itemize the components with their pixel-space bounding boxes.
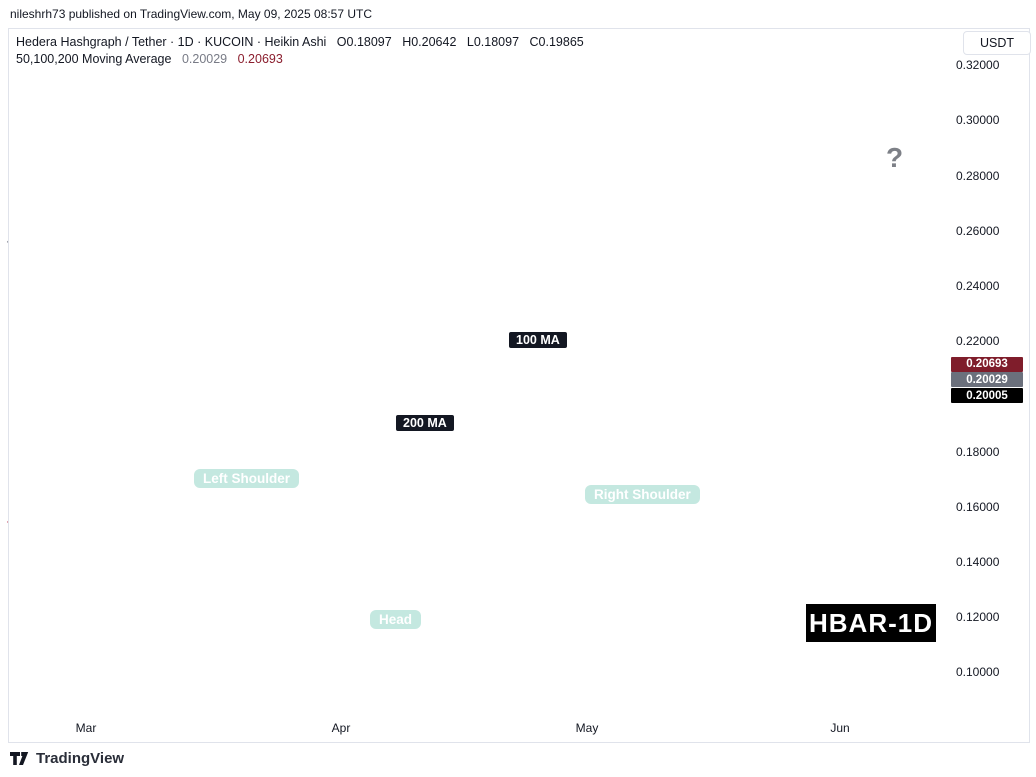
ohlc-high: H0.20642	[402, 35, 457, 49]
ohlc-close: C0.19865	[529, 35, 584, 49]
price-tick-label: 0.18000	[956, 444, 1000, 459]
price-tick-label: 0.24000	[956, 279, 1000, 293]
ohlc-low: L0.18097	[466, 35, 520, 49]
price-tick-label: 0.26000	[956, 223, 1000, 238]
ma200-annotation-badge: 200 MA	[396, 415, 454, 431]
indicator-value-1: 0.20029	[181, 52, 228, 66]
price-tick-label: 0.32000	[956, 58, 1000, 73]
currency-toggle-button[interactable]: USDT	[963, 31, 1031, 55]
attribution-text: nileshrh73 published on TradingView.com,…	[10, 7, 372, 21]
indicator-title[interactable]: 50,100,200 Moving Average	[16, 52, 172, 66]
right-shoulder-label: Right Shoulder	[585, 485, 700, 504]
time-tick-label: Apr	[331, 721, 351, 735]
tradingview-logo-icon	[10, 751, 29, 767]
time-tick-label: Mar	[75, 721, 97, 735]
price-tick-label: 0.16000	[956, 499, 1000, 514]
head-label: Head	[370, 610, 422, 629]
price-tick-label: 0.10000	[956, 665, 1000, 680]
time-tick-label: Jun	[830, 721, 850, 735]
legend-symbol-row: Hedera Hashgraph / Tether · 1D · KUCOIN …	[16, 35, 591, 50]
left-shoulder-label: Left Shoulder	[194, 469, 299, 488]
ma100-annotation-badge: 100 MA	[509, 332, 567, 348]
price-badge: 0.20693	[951, 356, 1023, 372]
legend-indicator-row: 50,100,200 Moving Average 0.20029 0.2069…	[16, 52, 591, 67]
indicator-value-2: 0.20693	[237, 52, 283, 66]
price-tick-label: 0.28000	[956, 168, 1000, 183]
symbol-title[interactable]: Hedera Hashgraph / Tether · 1D · KUCOIN …	[16, 35, 327, 49]
question-mark-annotation: ?	[886, 142, 904, 173]
price-tick-label: 0.22000	[956, 334, 1000, 349]
chart-legend: Hedera Hashgraph / Tether · 1D · KUCOIN …	[16, 35, 591, 69]
symbol-watermark-label: HBAR-1D	[806, 604, 936, 642]
tradingview-footer[interactable]: TradingView	[10, 750, 124, 767]
time-tick-label: May	[575, 721, 599, 735]
price-tick-label: 0.12000	[956, 610, 1000, 625]
ohlc-open: O0.18097	[336, 35, 392, 49]
price-tick-label: 0.30000	[956, 113, 1000, 128]
price-tick-label: 0.14000	[956, 555, 1000, 569]
tradingview-brand-text: TradingView	[36, 750, 125, 767]
price-badge: 0.20029	[951, 372, 1023, 387]
chart-widget-frame	[8, 28, 1030, 743]
price-badge: 0.20005	[951, 388, 1023, 403]
